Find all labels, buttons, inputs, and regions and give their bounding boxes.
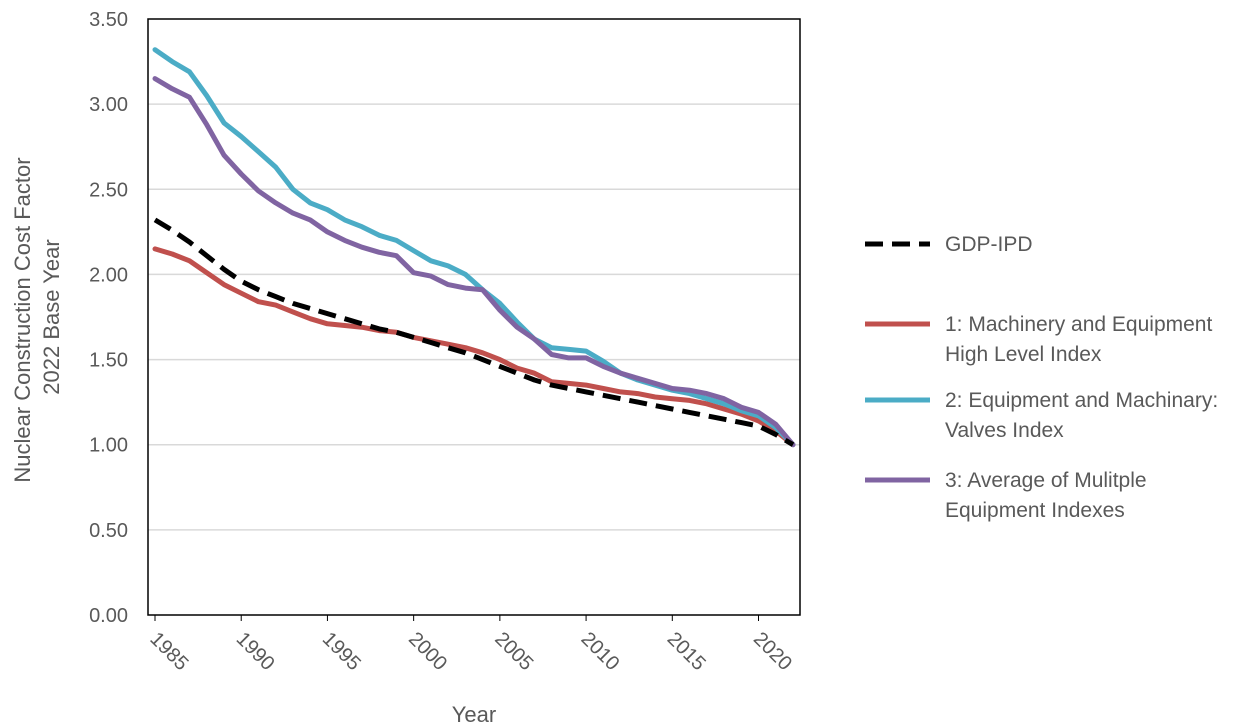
x-axis-ticks: 1985 1990 1995 2000 2005 2010 2015 2020 <box>145 615 796 675</box>
series-line-1 <box>152 246 796 448</box>
legend-label-0: GDP-IPD <box>945 233 1033 256</box>
y-tick-label: 3.50 <box>89 9 128 31</box>
x-tick-label: 2005 <box>490 628 537 675</box>
y-tick-label: 1.50 <box>89 350 128 372</box>
y-tick-label: 2.50 <box>89 179 128 201</box>
y-axis-title-line-2: 2022 Base Year <box>39 239 64 394</box>
legend-label-1: High Level Index <box>945 343 1102 366</box>
series-line-2 <box>152 47 796 448</box>
plot-area-border <box>147 18 801 616</box>
x-tick-label: 1985 <box>145 628 192 675</box>
series-line-0 <box>153 217 795 447</box>
y-tick-label: 3.00 <box>89 94 128 116</box>
legend-label-1: 1: Machinery and Equipment <box>945 313 1212 336</box>
legend: GDP-IPD 1: Machinery and Equipment High Le… <box>865 233 1218 522</box>
x-axis-title: Year <box>452 702 496 727</box>
y-tick-label: 0.50 <box>89 520 128 542</box>
x-tick-label: 1995 <box>318 628 365 675</box>
series-lines <box>152 47 796 448</box>
x-tick-label: 1990 <box>232 628 279 675</box>
series-line-3 <box>152 76 796 448</box>
legend-label-3: 3: Average of Mulitple <box>945 469 1147 492</box>
y-axis-title-line-1: Nuclear Construction Cost Factor <box>10 157 35 482</box>
x-tick-label: 2000 <box>404 628 451 675</box>
legend-label-2: Valves Index <box>945 419 1064 442</box>
x-tick-label: 2020 <box>749 628 796 675</box>
x-tick-label: 2010 <box>577 628 624 675</box>
legend-label-2: 2: Equipment and Machinary: <box>945 389 1218 412</box>
legend-label-3: Equipment Indexes <box>945 499 1125 522</box>
y-tick-label: 1.00 <box>89 435 128 457</box>
gridlines <box>148 103 800 531</box>
y-tick-label: 0.00 <box>89 605 128 627</box>
y-axis-title: Nuclear Construction Cost Factor 2022 Ba… <box>10 151 64 482</box>
x-tick-label: 2015 <box>663 628 710 675</box>
y-tick-label: 2.00 <box>89 264 128 286</box>
y-axis-ticks: 0.00 0.50 1.00 1.50 2.00 2.50 3.00 3.50 <box>89 9 128 627</box>
